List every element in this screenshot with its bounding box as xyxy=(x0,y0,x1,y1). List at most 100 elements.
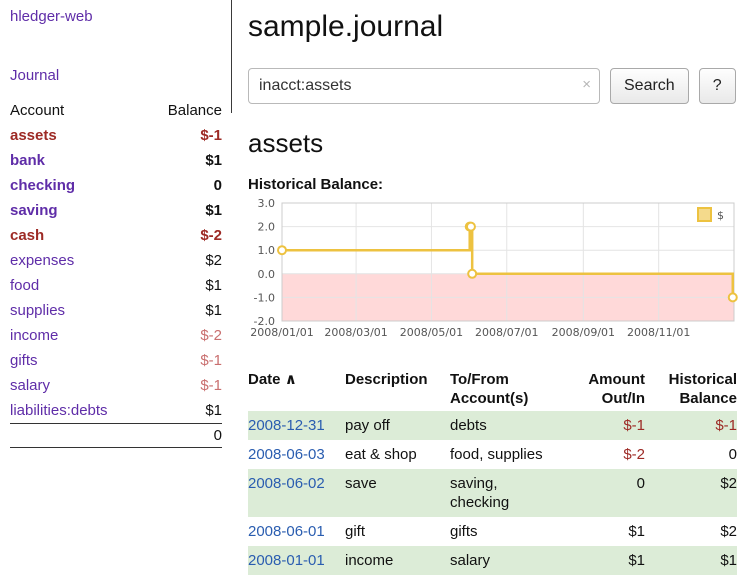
account-row: salary $-1 xyxy=(10,373,222,398)
account-link-salary[interactable]: salary xyxy=(10,377,51,394)
register-date-link[interactable]: 2008-12-31 xyxy=(248,417,325,434)
search-input-wrap: × xyxy=(248,68,600,104)
svg-text:2008/07/01: 2008/07/01 xyxy=(475,326,538,339)
account-link-assets[interactable]: assets xyxy=(10,127,57,144)
register-balance: 0 xyxy=(728,446,737,463)
register-amount: $1 xyxy=(628,552,645,569)
register-row: 2008-12-31 pay off debts $-1 $-1 xyxy=(248,411,737,440)
account-row: expenses $2 xyxy=(10,248,222,273)
register-accounts: food, supplies xyxy=(450,446,543,463)
account-balance: $2 xyxy=(205,252,222,269)
account-link-supplies[interactable]: supplies xyxy=(10,302,66,319)
account-balance: $1 xyxy=(205,152,222,169)
account-row: cash $-2 xyxy=(10,223,222,248)
register-date-link[interactable]: 2008-06-03 xyxy=(248,446,325,463)
svg-text:-1.0: -1.0 xyxy=(254,291,275,304)
register-balance: $2 xyxy=(720,475,737,492)
sidebar-divider xyxy=(231,0,232,113)
account-link-bank[interactable]: bank xyxy=(10,152,46,169)
account-link-expenses[interactable]: expenses xyxy=(10,252,75,269)
register-header-amount: Amount Out/In xyxy=(588,371,645,407)
account-link-food[interactable]: food xyxy=(10,277,40,294)
account-row: checking 0 xyxy=(10,173,222,198)
account-row: income $-2 xyxy=(10,323,222,348)
journal-link[interactable]: Journal xyxy=(10,67,60,84)
accounts-header-row: Account Balance xyxy=(10,98,222,123)
account-row: bank $1 xyxy=(10,148,222,173)
register-description: pay off xyxy=(345,417,390,434)
register-date-link[interactable]: 2008-06-01 xyxy=(248,523,325,540)
account-link-saving[interactable]: saving xyxy=(10,202,58,219)
account-balance: $-1 xyxy=(200,352,222,369)
register-header-accounts: To/From Account(s) xyxy=(450,371,529,407)
app-title-link[interactable]: hledger-web xyxy=(10,8,93,25)
search-button[interactable]: Search xyxy=(610,68,689,104)
register-header-row: Date ∧ Description To/From Account(s) Am… xyxy=(248,367,737,411)
account-balance: $1 xyxy=(205,202,222,219)
account-row: saving $1 xyxy=(10,198,222,223)
register-header-date[interactable]: Date ∧ xyxy=(248,367,345,411)
help-button[interactable]: ? xyxy=(698,68,736,104)
register-balance: $1 xyxy=(720,552,737,569)
register-amount: 0 xyxy=(636,475,645,492)
svg-text:2.0: 2.0 xyxy=(258,221,276,234)
account-balance: $-2 xyxy=(200,327,222,344)
chart-heading: Historical Balance: xyxy=(248,176,384,193)
register-row: 2008-06-02 save saving, checking 0 $2 xyxy=(248,469,737,517)
account-balance: $-1 xyxy=(200,127,222,144)
register-description: income xyxy=(345,552,394,569)
register-date-link[interactable]: 2008-01-01 xyxy=(248,552,325,569)
search-bar: × Search ? xyxy=(248,68,740,104)
svg-text:2008/01/01: 2008/01/01 xyxy=(250,326,313,339)
register-date-link[interactable]: 2008-06-02 xyxy=(248,475,325,492)
account-link-gifts[interactable]: gifts xyxy=(10,352,38,369)
register-amount: $-1 xyxy=(623,417,645,434)
register-accounts: debts xyxy=(450,417,487,434)
accounts-total: 0 xyxy=(146,423,222,448)
svg-text:2008/03/01: 2008/03/01 xyxy=(324,326,387,339)
account-link-checking[interactable]: checking xyxy=(10,177,76,194)
date-header-label: Date xyxy=(248,371,281,388)
account-balance: $1 xyxy=(205,402,222,419)
accounts-table: Account Balance assets $-1 bank $1 check… xyxy=(10,98,222,448)
account-row: liabilities:debts $1 xyxy=(10,398,222,424)
svg-text:2008/09/01: 2008/09/01 xyxy=(552,326,615,339)
register-row: 2008-06-03 eat & shop food, supplies $-2… xyxy=(248,440,737,469)
account-heading: assets xyxy=(248,128,324,158)
register-accounts: saving, checking xyxy=(450,475,510,511)
account-row: assets $-1 xyxy=(10,123,222,148)
balance-col-header: Balance xyxy=(167,102,222,119)
search-input[interactable] xyxy=(248,68,600,104)
sort-asc-icon: ∧ xyxy=(284,371,297,388)
svg-text:2008/11/01: 2008/11/01 xyxy=(627,326,690,339)
register-description: save xyxy=(345,475,377,492)
account-balance: $1 xyxy=(205,277,222,294)
svg-text:1.0: 1.0 xyxy=(258,244,276,257)
account-link-cash[interactable]: cash xyxy=(10,227,45,244)
sidebar: hledger-web Journal Account Balance asse… xyxy=(0,0,232,575)
register-row: 2008-01-01 income salary $1 $1 xyxy=(248,546,737,575)
svg-text:$: $ xyxy=(717,209,724,222)
page-title: sample.journal xyxy=(248,10,444,43)
account-col-header: Account xyxy=(10,102,65,119)
account-link-liabilities-debts[interactable]: liabilities:debts xyxy=(10,402,108,419)
register-amount: $-2 xyxy=(623,446,645,463)
svg-text:2008/05/01: 2008/05/01 xyxy=(400,326,463,339)
register-header-description: Description xyxy=(345,371,428,388)
register-amount: $1 xyxy=(628,523,645,540)
register-header-balance: Historical Balance xyxy=(668,371,737,407)
account-balance: 0 xyxy=(213,177,222,194)
clear-search-icon[interactable]: × xyxy=(582,76,591,93)
account-row: gifts $-1 xyxy=(10,348,222,373)
svg-text:3.0: 3.0 xyxy=(258,199,276,210)
account-balance: $-2 xyxy=(200,227,222,244)
account-link-income[interactable]: income xyxy=(10,327,59,344)
register-balance: $-1 xyxy=(715,417,737,434)
register-accounts: salary xyxy=(450,552,491,569)
svg-text:0.0: 0.0 xyxy=(258,268,276,281)
accounts-total-row: 0 xyxy=(10,423,222,448)
account-row: food $1 xyxy=(10,273,222,298)
register-description: gift xyxy=(345,523,366,540)
